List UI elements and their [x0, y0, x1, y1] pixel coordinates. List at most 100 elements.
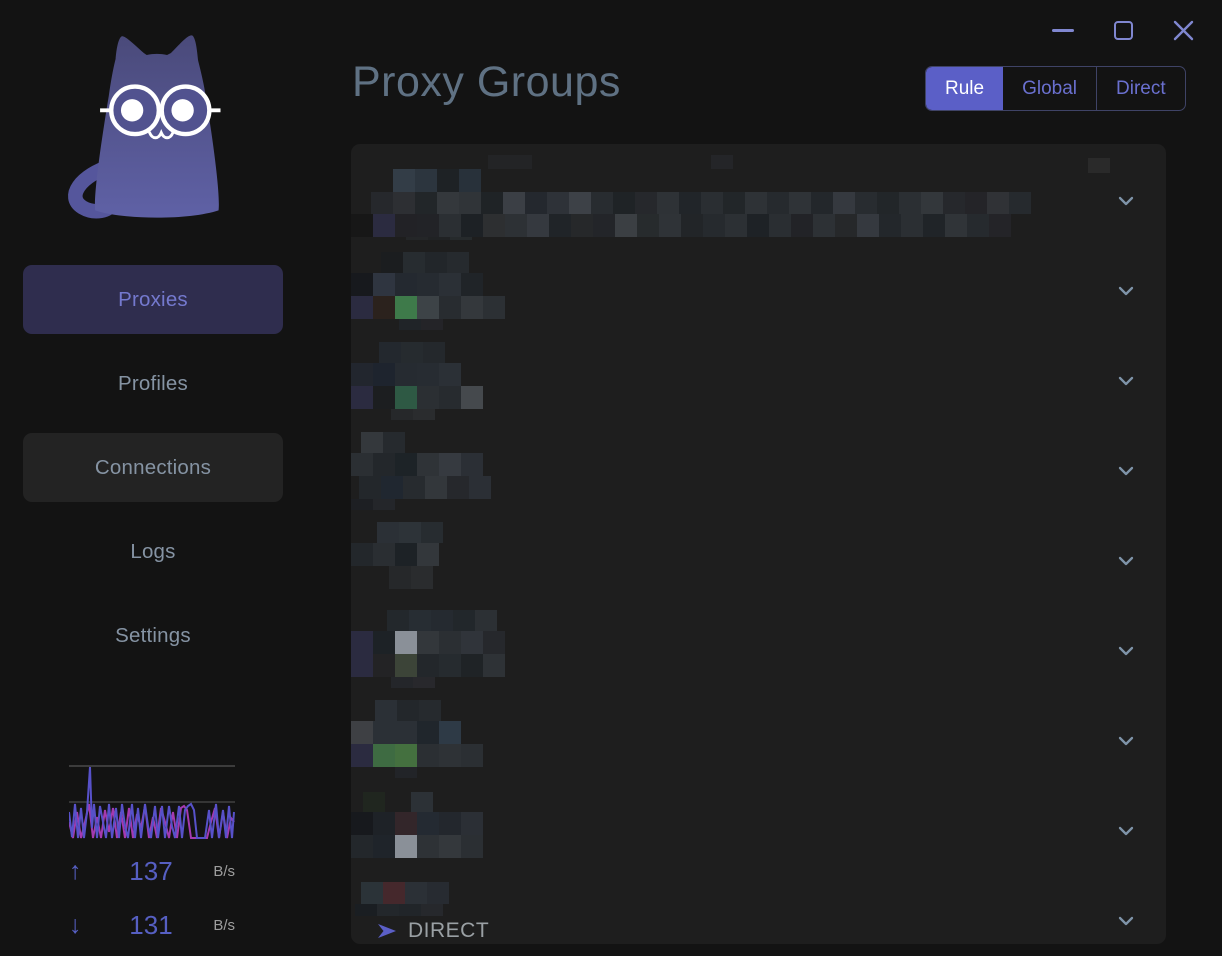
- proxy-group-row[interactable]: [351, 150, 1166, 240]
- redacted-pixel: [461, 273, 483, 296]
- proxy-group-row[interactable]: [351, 240, 1166, 330]
- redacted-pixel: [615, 214, 637, 237]
- mode-global-button[interactable]: Global: [1003, 67, 1096, 110]
- redacted-pixel: [427, 882, 449, 904]
- redacted-pixel: [351, 363, 373, 386]
- redacted-pixel: [383, 432, 405, 453]
- redacted-pixel: [417, 386, 439, 409]
- redacted-pixel: [510, 155, 532, 169]
- redacted-pixel: [361, 882, 383, 904]
- redacted-pixel: [439, 654, 461, 677]
- redacted-pixel: [403, 476, 425, 499]
- selected-proxy[interactable]: DIRECT: [377, 919, 489, 943]
- redacted-pixel: [769, 214, 791, 237]
- proxy-group-row[interactable]: [351, 600, 1166, 690]
- redacted-pixel: [375, 700, 397, 721]
- redacted-pixel: [417, 543, 439, 566]
- close-button[interactable]: [1170, 17, 1196, 43]
- redacted-pixel: [425, 476, 447, 499]
- redacted-pixel: [389, 566, 411, 589]
- redacted-pixel: [855, 192, 877, 214]
- chevron-down-icon[interactable]: [1114, 279, 1138, 303]
- redacted-pixel: [371, 192, 393, 214]
- chevron-down-icon[interactable]: [1114, 189, 1138, 213]
- redacted-pixel: [393, 169, 415, 192]
- sidebar-item-profiles[interactable]: Profiles: [118, 371, 188, 395]
- proxy-group-row[interactable]: [351, 690, 1166, 780]
- redacted-pixel: [659, 214, 681, 237]
- redacted-pixel: [833, 192, 855, 214]
- redacted-pixel: [701, 192, 723, 214]
- redacted-pixel: [1009, 192, 1031, 214]
- redacted-pixel: [411, 566, 433, 589]
- redacted-pixel: [395, 214, 417, 237]
- redacted-pixel: [450, 237, 472, 240]
- arrow-up-icon: ↑: [69, 857, 82, 885]
- redacted-pixel: [361, 432, 383, 453]
- redacted-pixel: [461, 812, 483, 835]
- mode-rule-button[interactable]: Rule: [926, 67, 1004, 110]
- minimize-button[interactable]: [1050, 17, 1076, 43]
- sidebar-item-proxies[interactable]: Proxies: [23, 265, 283, 334]
- redacted-pixel: [899, 192, 921, 214]
- proxy-group-row[interactable]: [351, 420, 1166, 510]
- redacted-pixel: [395, 835, 417, 858]
- redacted-pixel: [503, 192, 525, 214]
- redacted-pixel: [527, 214, 549, 237]
- redacted-pixel: [399, 904, 421, 916]
- redacted-pixel: [395, 543, 417, 566]
- redacted-pixel: [405, 882, 427, 904]
- redacted-pixel: [419, 700, 441, 721]
- sidebar-item-logs[interactable]: Logs: [130, 539, 176, 563]
- redacted-pixel: [439, 721, 461, 744]
- redacted-pixel: [813, 214, 835, 237]
- redacted-pixel: [505, 214, 527, 237]
- redacted-pixel: [879, 214, 901, 237]
- chevron-down-icon[interactable]: [1114, 369, 1138, 393]
- traffic-graph: [69, 765, 235, 839]
- redacted-pixel: [461, 296, 483, 319]
- redacted-pixel: [373, 812, 395, 835]
- sidebar-item-connections[interactable]: Connections: [23, 433, 283, 502]
- maximize-button[interactable]: [1110, 17, 1136, 43]
- redacted-pixel: [395, 386, 417, 409]
- redacted-pixel: [413, 677, 435, 688]
- page-title: Proxy Groups: [352, 58, 621, 106]
- window-controls: [1050, 14, 1196, 46]
- redacted-pixel: [439, 296, 461, 319]
- chevron-down-icon[interactable]: [1114, 639, 1138, 663]
- redacted-pixel: [397, 700, 419, 721]
- redacted-pixel: [395, 363, 417, 386]
- redacted-pixel: [767, 192, 789, 214]
- redacted-pixel: [747, 214, 769, 237]
- sidebar-nav: Proxies Profiles Connections Logs Settin…: [23, 265, 283, 685]
- chevron-down-icon[interactable]: [1114, 729, 1138, 753]
- redacted-pixel: [421, 522, 443, 543]
- proxy-group-row[interactable]: DIRECT: [351, 870, 1166, 944]
- chevron-down-icon[interactable]: [1114, 549, 1138, 573]
- redacted-pixel: [637, 214, 659, 237]
- redacted-pixel: [417, 296, 439, 319]
- redacted-pixel: [789, 192, 811, 214]
- redacted-pixel: [395, 744, 417, 767]
- selected-proxy-arrow-icon: [378, 924, 396, 938]
- chevron-down-icon[interactable]: [1114, 459, 1138, 483]
- redacted-pixel: [373, 654, 395, 677]
- proxy-group-row[interactable]: [351, 330, 1166, 420]
- mode-direct-button[interactable]: Direct: [1096, 67, 1185, 110]
- redacted-pixel: [835, 214, 857, 237]
- redacted-pixel: [469, 476, 491, 499]
- redacted-pixel: [657, 192, 679, 214]
- chevron-down-icon[interactable]: [1114, 909, 1138, 933]
- redacted-pixel: [377, 522, 399, 543]
- proxy-group-row[interactable]: [351, 510, 1166, 600]
- sidebar-item-settings[interactable]: Settings: [115, 623, 191, 647]
- redacted-pixel: [989, 214, 1011, 237]
- redacted-pixel: [547, 192, 569, 214]
- chevron-down-icon[interactable]: [1114, 819, 1138, 843]
- redacted-pixel: [391, 677, 413, 688]
- redacted-pixel: [1088, 158, 1110, 173]
- proxy-group-row[interactable]: [351, 780, 1166, 870]
- redacted-pixel: [417, 214, 439, 237]
- redacted-pixel: [461, 386, 483, 409]
